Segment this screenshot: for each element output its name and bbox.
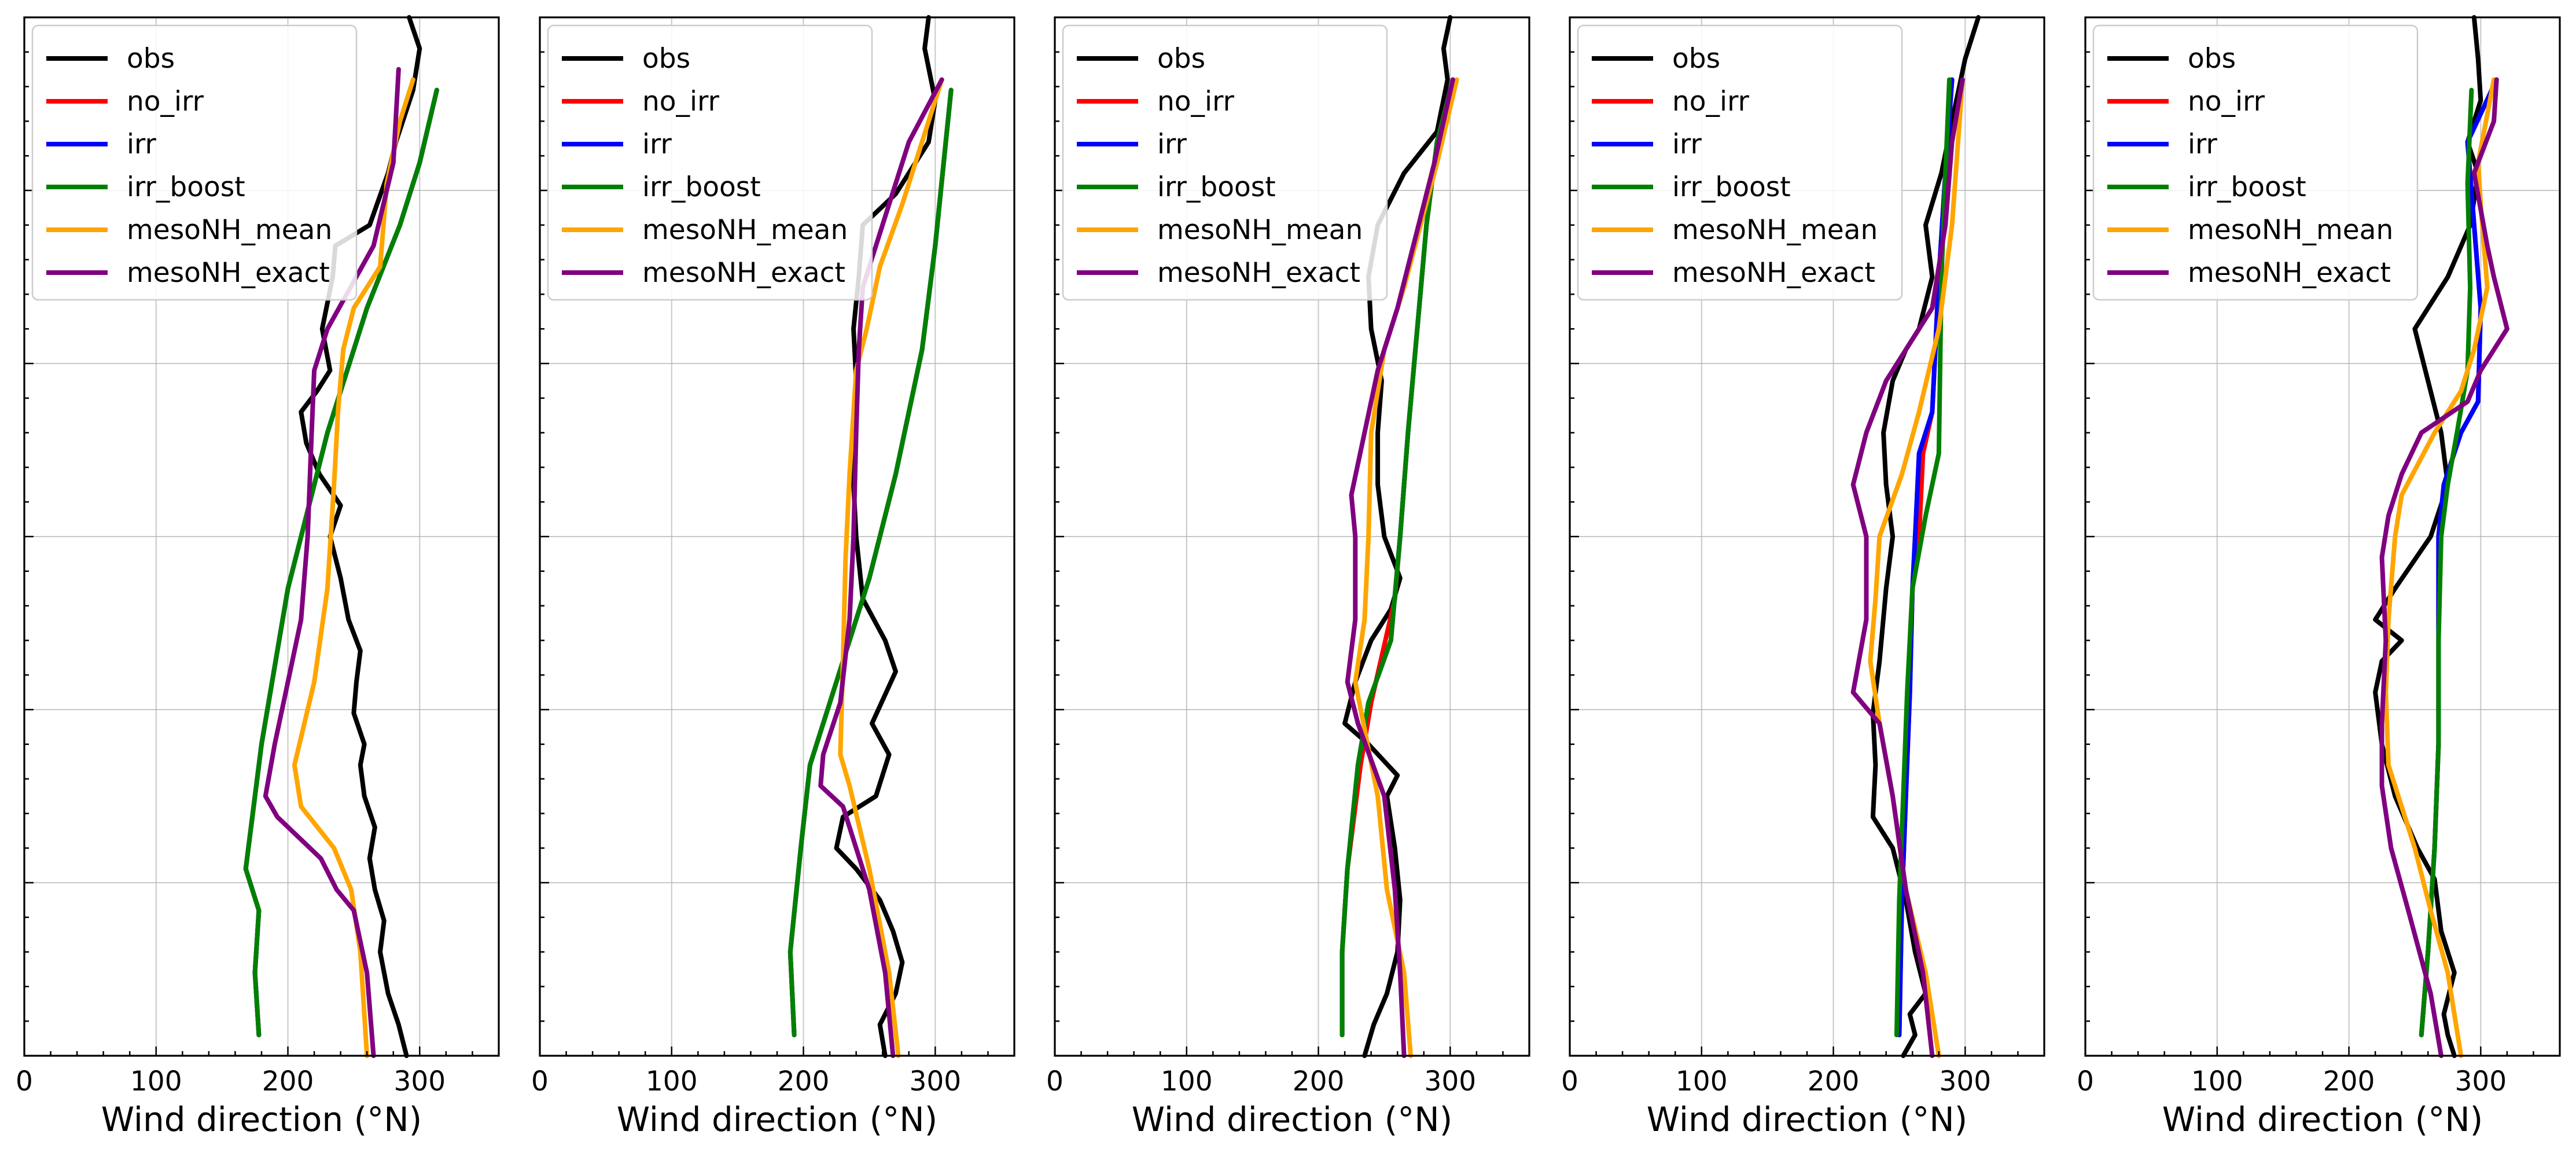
series-line-mesoNH-exact xyxy=(1345,77,1455,1058)
x-tick-label: 100 xyxy=(1161,1066,1213,1097)
legend-label-no-irr: no_irr xyxy=(1157,86,1235,117)
legend-label-irr-boost: irr_boost xyxy=(1157,171,1276,203)
x-tick-label: 100 xyxy=(646,1066,698,1097)
legend-label-irr: irr xyxy=(1157,128,1187,160)
x-tick-label: 300 xyxy=(393,1066,446,1097)
legend-label-irr: irr xyxy=(1672,128,1702,160)
x-tick-label: 200 xyxy=(1808,1066,1860,1097)
legend-label-irr: irr xyxy=(127,128,157,160)
series-lines xyxy=(2373,15,2509,1058)
x-tick-label: 100 xyxy=(130,1066,182,1097)
legend-label-irr: irr xyxy=(642,128,672,160)
legend-box xyxy=(1577,24,1903,301)
series-line-mesoNH-exact xyxy=(1850,77,1965,1058)
legend-label-mesoNH-exact: mesoNH_exact xyxy=(1672,257,1875,289)
legend-label-obs: obs xyxy=(1157,43,1205,75)
legend-label-obs: obs xyxy=(2188,43,2236,75)
series-line-irr-boost xyxy=(2419,87,2474,1038)
legend-label-mesoNH-mean: mesoNH_mean xyxy=(2188,214,2393,246)
x-tick-label: 100 xyxy=(2191,1066,2243,1097)
legend-label-obs: obs xyxy=(642,43,690,75)
legend-box xyxy=(547,24,873,301)
series-line-mesoNH-exact xyxy=(263,67,401,1058)
legend-box xyxy=(1062,24,1388,301)
series-line-obs xyxy=(834,15,938,1058)
legend-label-mesoNH-mean: mesoNH_mean xyxy=(1672,214,1878,246)
x-axis-label: Wind direction (°N) xyxy=(1132,1100,1452,1139)
x-axis-label: Wind direction (°N) xyxy=(617,1100,937,1139)
series-line-irr-boost xyxy=(1339,77,1455,1038)
x-tick-label: 0 xyxy=(1561,1066,1578,1097)
x-tick-label: 300 xyxy=(2454,1066,2507,1097)
x-tick-label: 0 xyxy=(16,1066,33,1097)
x-axis-label: Wind direction (°N) xyxy=(101,1100,422,1139)
legend-label-mesoNH-exact: mesoNH_exact xyxy=(1157,257,1360,289)
x-tick-label: 0 xyxy=(2077,1066,2094,1097)
legend-label-no-irr: no_irr xyxy=(2188,86,2265,117)
series-line-mesoNH-exact xyxy=(818,77,944,1058)
x-tick-label: 300 xyxy=(1939,1066,1991,1097)
x-axis-label: Wind direction (°N) xyxy=(2162,1100,2483,1139)
legend-label-irr: irr xyxy=(2188,128,2218,160)
legend-label-mesoNH-exact: mesoNH_exact xyxy=(127,257,330,289)
x-tick-label: 0 xyxy=(1046,1066,1063,1097)
legend-box xyxy=(2092,24,2419,301)
x-axis-label: Wind direction (°N) xyxy=(1647,1100,1967,1139)
legend-label-no-irr: no_irr xyxy=(1672,86,1750,117)
legend-label-no-irr: no_irr xyxy=(127,86,204,117)
series-line-mesoNH-mean xyxy=(838,77,944,1058)
legend-label-irr-boost: irr_boost xyxy=(642,171,761,203)
x-tick-label: 200 xyxy=(778,1066,830,1097)
x-tick-label: 100 xyxy=(1676,1066,1728,1097)
x-tick-label: 0 xyxy=(531,1066,549,1097)
legend-label-mesoNH-exact: mesoNH_exact xyxy=(2188,257,2391,289)
series-lines xyxy=(1850,15,1981,1058)
series-lines xyxy=(243,15,439,1058)
legend-label-irr-boost: irr_boost xyxy=(127,171,245,203)
legend-label-mesoNH-mean: mesoNH_mean xyxy=(127,214,332,246)
series-line-mesoNH-mean xyxy=(2383,77,2497,1058)
series-line-irr-boost xyxy=(787,87,954,1038)
legend-label-obs: obs xyxy=(1672,43,1720,75)
series-lines xyxy=(1339,15,1459,1058)
series-line-obs xyxy=(1870,15,1981,1058)
legend-label-mesoNH-exact: mesoNH_exact xyxy=(642,257,845,289)
legend-label-obs: obs xyxy=(127,43,175,75)
x-tick-label: 200 xyxy=(262,1066,314,1097)
legend-box xyxy=(31,24,358,301)
legend-label-mesoNH-mean: mesoNH_mean xyxy=(1157,214,1363,246)
x-tick-label: 300 xyxy=(909,1066,961,1097)
legend-label-no-irr: no_irr xyxy=(642,86,720,117)
legend-label-irr-boost: irr_boost xyxy=(2188,171,2306,203)
x-tick-label: 200 xyxy=(2323,1066,2375,1097)
legend-label-irr-boost: irr_boost xyxy=(1672,171,1791,203)
series-line-irr-boost xyxy=(243,87,439,1038)
series-line-obs xyxy=(299,15,422,1058)
legend-label-mesoNH-mean: mesoNH_mean xyxy=(642,214,848,246)
x-tick-label: 200 xyxy=(1293,1066,1345,1097)
series-line-mesoNH-mean xyxy=(292,77,415,1058)
series-lines xyxy=(787,15,954,1058)
series-line-mesoNH-exact xyxy=(2379,77,2509,1058)
x-tick-label: 300 xyxy=(1424,1066,1476,1097)
